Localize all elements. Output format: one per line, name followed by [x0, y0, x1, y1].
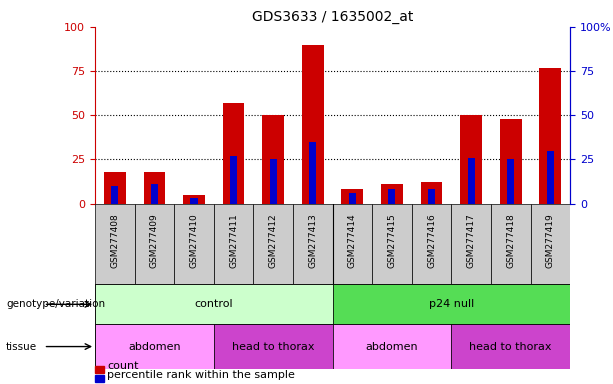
Bar	[191, 198, 197, 204]
Bar	[253, 204, 293, 284]
Bar	[530, 204, 570, 284]
Text: count: count	[107, 361, 139, 371]
Bar	[381, 184, 403, 204]
Bar	[451, 324, 570, 369]
Text: GSM277409: GSM277409	[150, 213, 159, 268]
Bar	[333, 204, 372, 284]
Bar	[341, 189, 364, 204]
Bar	[507, 159, 514, 204]
Text: genotype/variation: genotype/variation	[6, 299, 105, 310]
Bar	[302, 45, 324, 204]
Bar	[293, 204, 333, 284]
Text: tissue: tissue	[6, 341, 37, 352]
Text: GSM277410: GSM277410	[189, 213, 199, 268]
Text: GSM277418: GSM277418	[506, 213, 515, 268]
Bar	[389, 189, 395, 204]
Text: p24 null: p24 null	[428, 299, 474, 310]
Text: GSM277419: GSM277419	[546, 213, 555, 268]
Bar	[333, 284, 570, 324]
Bar	[95, 284, 333, 324]
Bar	[230, 156, 237, 204]
Bar	[95, 324, 214, 369]
Bar	[428, 189, 435, 204]
Text: percentile rank within the sample: percentile rank within the sample	[107, 370, 295, 380]
Text: abdomen: abdomen	[365, 341, 418, 352]
Text: GSM277408: GSM277408	[110, 213, 120, 268]
Bar	[262, 115, 284, 204]
Bar	[372, 204, 412, 284]
Bar	[421, 182, 443, 204]
Bar	[214, 204, 253, 284]
Text: GSM277415: GSM277415	[387, 213, 397, 268]
Bar	[223, 103, 245, 204]
Bar	[460, 115, 482, 204]
Text: GSM277412: GSM277412	[268, 213, 278, 268]
Bar	[95, 204, 135, 284]
Bar	[491, 204, 530, 284]
Text: GSM277411: GSM277411	[229, 213, 238, 268]
Bar	[214, 324, 333, 369]
Text: head to thorax: head to thorax	[470, 341, 552, 352]
Bar	[451, 204, 491, 284]
Title: GDS3633 / 1635002_at: GDS3633 / 1635002_at	[252, 10, 413, 25]
Text: GSM277413: GSM277413	[308, 213, 318, 268]
Bar	[183, 195, 205, 204]
Bar	[349, 193, 356, 204]
Text: control: control	[194, 299, 233, 310]
Bar	[539, 68, 561, 204]
Bar	[151, 184, 158, 204]
Bar	[547, 151, 554, 204]
Bar	[111, 186, 118, 204]
Bar	[143, 172, 166, 204]
Bar	[309, 142, 316, 204]
Bar	[412, 204, 451, 284]
Text: GSM277416: GSM277416	[427, 213, 436, 268]
Bar	[468, 157, 474, 204]
Bar	[174, 204, 214, 284]
Text: head to thorax: head to thorax	[232, 341, 314, 352]
Text: GSM277414: GSM277414	[348, 213, 357, 268]
Text: GSM277417: GSM277417	[466, 213, 476, 268]
Bar	[135, 204, 174, 284]
Bar	[333, 324, 451, 369]
Bar	[500, 119, 522, 204]
Bar	[104, 172, 126, 204]
Bar	[270, 159, 276, 204]
Text: abdomen: abdomen	[128, 341, 181, 352]
